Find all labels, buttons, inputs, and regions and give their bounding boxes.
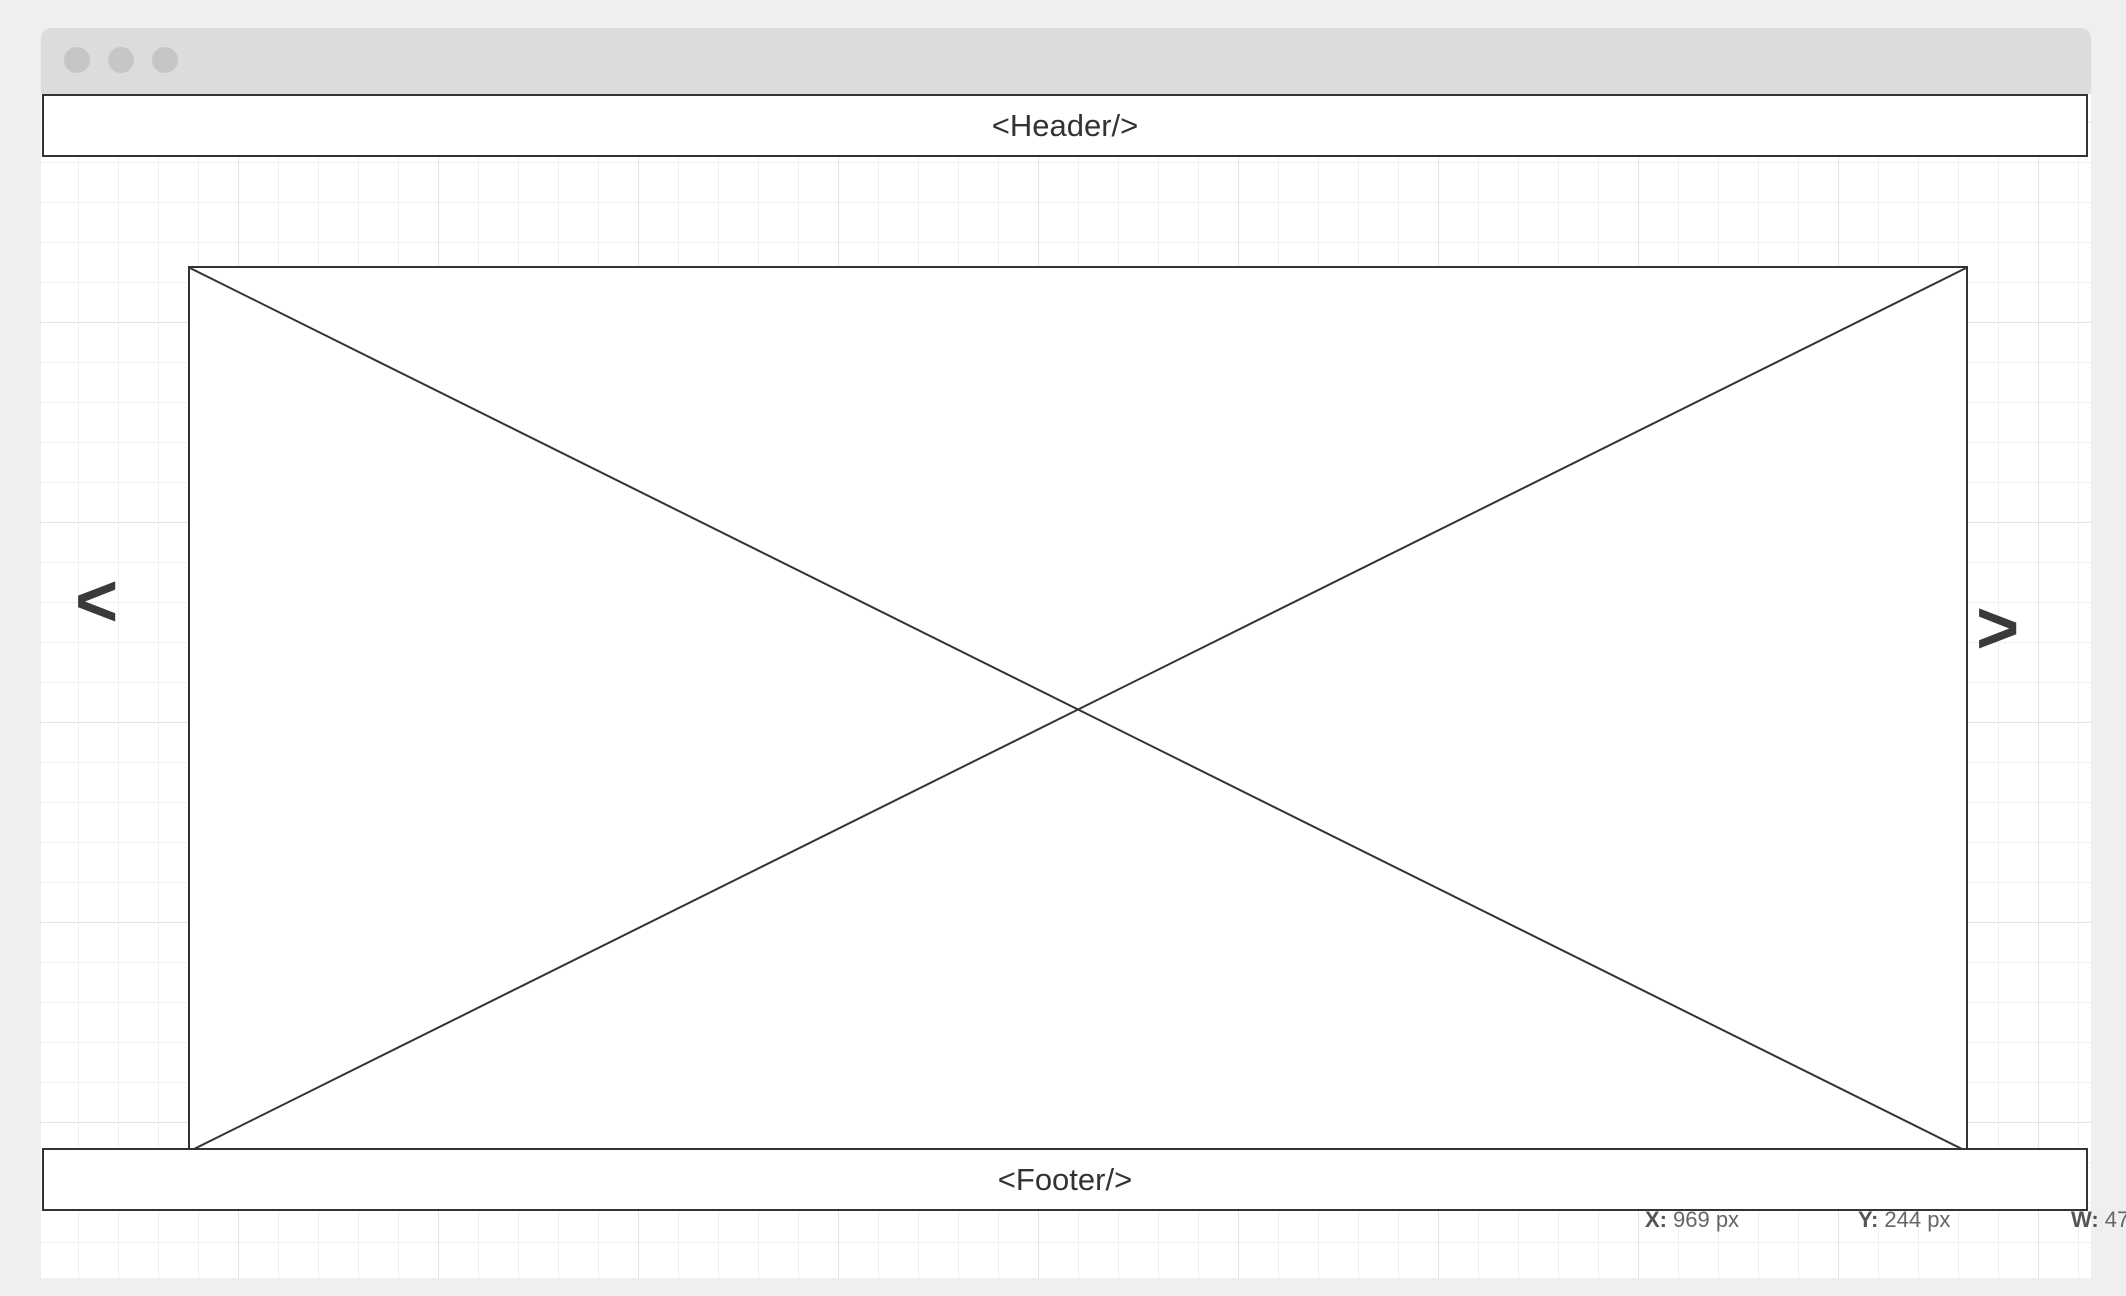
width-readout: W: 47	[2071, 1200, 2126, 1240]
footer-label: <Footer/>	[997, 1161, 1133, 1197]
position-y-value: 244 px	[1884, 1207, 1951, 1232]
image-placeholder[interactable]	[188, 266, 1968, 1153]
position-x-readout: X: 969 px	[1645, 1200, 1739, 1240]
carousel-next-arrow-icon[interactable]: >	[1976, 586, 2020, 669]
window-titlebar	[41, 28, 2091, 94]
width-label: W:	[2071, 1207, 2099, 1232]
width-value: 47	[2104, 1207, 2126, 1232]
wireframe-canvas[interactable]: <Header/> < > <Footer/>	[41, 94, 2091, 1278]
footer-block[interactable]: <Footer/>	[42, 1148, 2088, 1211]
header-label: <Header/>	[991, 107, 1139, 143]
close-window-dot[interactable]	[64, 47, 90, 73]
position-y-label: Y:	[1858, 1207, 1879, 1232]
minimize-window-dot[interactable]	[108, 47, 134, 73]
position-x-label: X:	[1645, 1207, 1667, 1232]
crossed-box-icon	[190, 268, 1966, 1151]
header-block[interactable]: <Header/>	[42, 94, 2088, 157]
position-x-value: 969 px	[1673, 1207, 1740, 1232]
maximize-window-dot[interactable]	[152, 47, 178, 73]
position-y-readout: Y: 244 px	[1858, 1200, 1950, 1240]
editor-window: <Header/> < > <Footer/>	[41, 28, 2091, 1278]
carousel-prev-arrow-icon[interactable]: <	[75, 559, 119, 642]
